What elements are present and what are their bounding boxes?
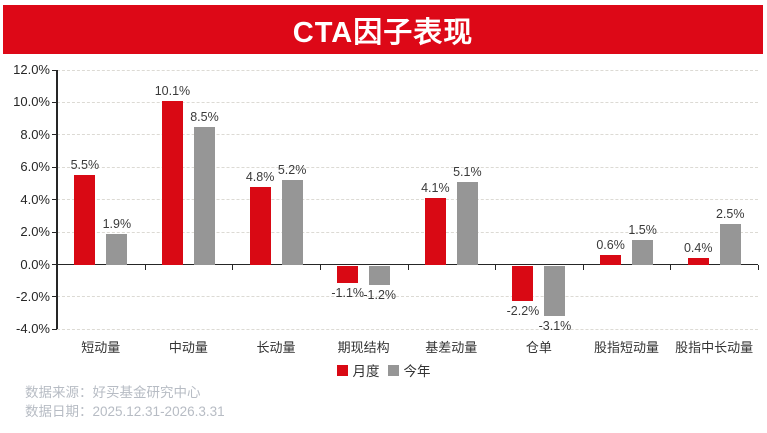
- bar-value-label: 0.4%: [683, 241, 713, 256]
- y-axis-tick: [52, 101, 57, 103]
- bar-value-label: -2.2%: [506, 304, 540, 319]
- x-axis-tick: [144, 264, 146, 270]
- y-axis-tick: [52, 296, 57, 298]
- legend-swatch-icon: [387, 364, 399, 376]
- bar-今年-中动量: [193, 126, 215, 265]
- data-date-line: 数据日期：2025.12.31-2026.3.31: [25, 404, 225, 419]
- y-gridline: [57, 199, 758, 201]
- y-axis-tick: [52, 328, 57, 330]
- y-axis-tick-label: 8.0%: [20, 126, 50, 142]
- bar-value-label: 8.5%: [190, 109, 219, 124]
- data-source-line: 数据来源：好买基金研究中心: [25, 385, 201, 400]
- x-axis-category-label: 长动量: [256, 340, 296, 355]
- bar-value-label: -3.1%: [538, 318, 572, 333]
- y-axis-line: [56, 70, 58, 330]
- bar-value-label: 2.5%: [715, 206, 745, 221]
- y-gridline: [57, 296, 758, 298]
- x-axis-tick: [407, 264, 409, 270]
- bar-value-label: -1.2%: [363, 287, 397, 302]
- x-axis-tick: [319, 264, 321, 270]
- x-axis-tick: [582, 264, 584, 270]
- legend-swatch-icon: [336, 364, 348, 376]
- chart-title-banner: CTA因子表现: [3, 5, 763, 54]
- bar-value-label: 5.1%: [453, 164, 482, 179]
- x-axis-category-label: 股指中长动量: [675, 340, 754, 355]
- y-axis-tick-label: 2.0%: [20, 224, 50, 240]
- bar-今年-期现结构: [369, 265, 391, 285]
- chart-title: CTA因子表现: [292, 16, 474, 49]
- x-axis-category-label: 股指短动量: [594, 340, 660, 355]
- bar-今年-基差动量: [456, 181, 478, 265]
- bar-value-label: 0.6%: [596, 237, 625, 252]
- bar-月度-基差动量: [424, 198, 446, 265]
- bar-今年-股指短动量: [632, 240, 654, 265]
- y-gridline: [57, 69, 758, 71]
- bar-value-label: 1.9%: [102, 216, 132, 231]
- bar-月度-期现结构: [337, 265, 359, 284]
- x-axis-category-label: 中动量: [168, 340, 208, 355]
- legend-label: 今年: [403, 364, 431, 379]
- y-gridline: [57, 231, 758, 233]
- x-axis-category-label: 期现结构: [337, 340, 390, 355]
- bar-value-label: 1.5%: [628, 223, 657, 238]
- x-axis-category-label: 基差动量: [425, 340, 478, 355]
- y-axis-tick: [52, 134, 57, 136]
- x-axis-tick: [495, 264, 497, 270]
- bar-今年-股指中长动量: [719, 223, 741, 265]
- y-gridline: [57, 328, 758, 330]
- legend-label: 月度: [352, 364, 380, 379]
- bar-今年-仓单: [544, 265, 566, 316]
- legend-item: 月度: [336, 360, 380, 380]
- bar-月度-长动量: [249, 186, 271, 265]
- bar-value-label: 5.5%: [70, 158, 100, 173]
- y-axis-tick: [52, 166, 57, 168]
- bar-月度-股指短动量: [600, 254, 622, 265]
- x-axis-tick: [57, 264, 58, 270]
- bar-月度-中动量: [161, 100, 183, 265]
- y-gridline: [57, 166, 758, 168]
- footer: 数据来源：好买基金研究中心 数据日期：2025.12.31-2026.3.31: [25, 383, 225, 421]
- bar-value-label: 4.1%: [421, 181, 450, 196]
- bar-value-label: 4.8%: [245, 169, 275, 184]
- x-axis-category-label: 短动量: [81, 340, 121, 355]
- bar-value-label: 10.1%: [154, 83, 191, 98]
- bar-今年-短动量: [106, 233, 128, 265]
- y-gridline: [57, 101, 758, 103]
- bar-今年-长动量: [281, 180, 303, 265]
- y-axis-tick-label: -2.0%: [16, 288, 50, 304]
- x-axis-tick: [758, 264, 759, 270]
- y-axis-tick: [52, 231, 57, 233]
- bar-月度-股指中长动量: [687, 258, 709, 265]
- bar-value-label: -1.1%: [331, 286, 365, 301]
- bar-value-label: 5.2%: [277, 163, 307, 178]
- y-axis-tick-label: 0.0%: [20, 256, 50, 272]
- chart-legend: 月度 今年: [0, 360, 767, 380]
- x-axis-tick: [670, 264, 672, 270]
- y-axis-tick: [52, 199, 57, 201]
- x-axis-tick: [232, 264, 234, 270]
- x-axis-category-label: 仓单: [525, 340, 552, 355]
- y-axis-tick-label: 4.0%: [20, 191, 50, 207]
- y-axis-tick-label: 12.0%: [13, 62, 50, 77]
- y-axis-tick: [52, 264, 57, 266]
- y-axis-tick: [52, 69, 57, 71]
- y-gridline: [57, 134, 758, 136]
- legend-item: 今年: [387, 360, 431, 380]
- y-axis-tick-label: -4.0%: [16, 321, 50, 337]
- bar-月度-短动量: [74, 175, 96, 265]
- y-axis-tick-label: 6.0%: [20, 159, 50, 175]
- bar-月度-仓单: [512, 265, 534, 302]
- y-axis-tick-label: 10.0%: [13, 94, 50, 110]
